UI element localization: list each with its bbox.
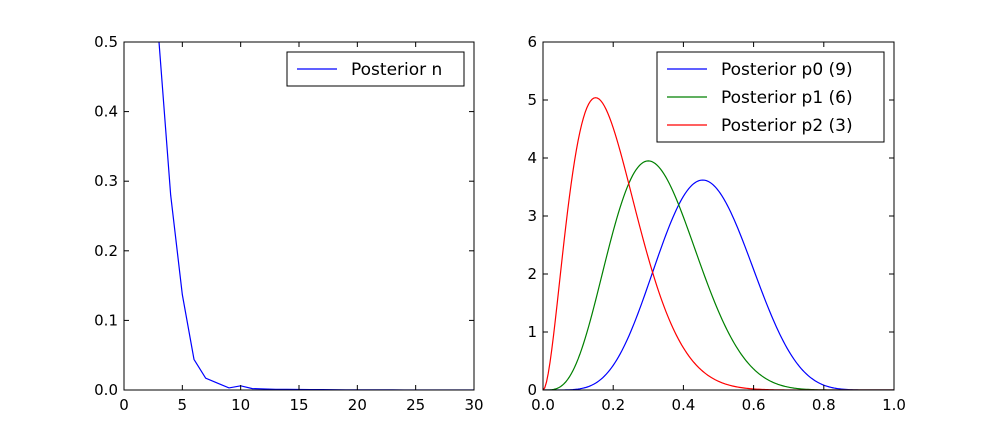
y-tick-label: 0.2 bbox=[94, 242, 118, 260]
x-tick-label: 0 bbox=[119, 396, 129, 414]
series-line-posterior-p1 bbox=[543, 160, 894, 390]
x-tick-label: 5 bbox=[178, 396, 188, 414]
legend: Posterior n bbox=[286, 51, 465, 87]
y-tick-label: 0.0 bbox=[94, 381, 118, 399]
plot-frame bbox=[123, 41, 475, 391]
legend-label: Posterior p2 (3) bbox=[721, 116, 853, 136]
x-tick-label: 0.4 bbox=[671, 396, 695, 414]
legend-label: Posterior p0 (9) bbox=[721, 60, 853, 80]
x-tick-label: 15 bbox=[289, 396, 308, 414]
y-tick-label: 0 bbox=[527, 381, 537, 399]
y-tick-label: 4 bbox=[527, 149, 537, 167]
right-chart-panel: 0.0 0.2 0.4 0.6 0.8 1.0 0 1 2 3 4 5 6 Posterior p0 (9… bbox=[527, 33, 905, 414]
y-tick-label: 3 bbox=[527, 207, 537, 225]
y-tick-label: 2 bbox=[527, 265, 537, 283]
x-tick-label: 0.0 bbox=[531, 396, 555, 414]
series-line-posterior-p0 bbox=[543, 179, 894, 390]
x-tick-label: 0.6 bbox=[742, 396, 766, 414]
y-tick-label: 6 bbox=[527, 33, 537, 51]
series-line-posterior-p2 bbox=[543, 97, 894, 390]
x-tick-label: 0.8 bbox=[812, 396, 836, 414]
x-tick-label: 10 bbox=[231, 396, 250, 414]
y-tick-label: 1 bbox=[527, 323, 537, 341]
y-tick-label: 0.4 bbox=[94, 103, 118, 121]
legend-label: Posterior n bbox=[351, 60, 442, 80]
x-tick-label: 1.0 bbox=[882, 396, 906, 414]
series-line-posterior-n bbox=[158, 42, 474, 390]
y-tick-label: 5 bbox=[527, 91, 537, 109]
y-tick-label: 0.1 bbox=[94, 311, 118, 329]
x-tick-label: 20 bbox=[348, 396, 367, 414]
legend: Posterior p0 (9) Posterior p1 (6) Posterio… bbox=[656, 51, 885, 143]
left-chart-panel: 0 5 10 15 20 25 30 0.0 0.1 0.2 0.3 0.4 0.5 Posterior … bbox=[94, 33, 483, 414]
x-tick-label: 30 bbox=[464, 396, 483, 414]
x-tick-label: 25 bbox=[406, 396, 425, 414]
x-tick-label: 0.2 bbox=[601, 396, 625, 414]
y-tick-label: 0.5 bbox=[94, 33, 118, 51]
y-tick-label: 0.3 bbox=[94, 172, 118, 190]
legend-label: Posterior p1 (6) bbox=[721, 88, 853, 108]
